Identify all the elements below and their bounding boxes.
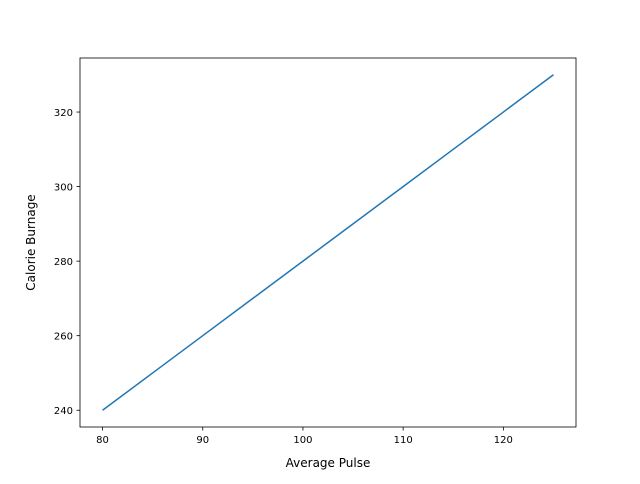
y-tick-label: 280 [54,257,73,268]
series-line-0 [102,74,554,411]
y-axis-label: Calorie Burnage [24,194,38,290]
x-tick-label: 80 [96,435,109,446]
axes-frame [79,57,577,428]
y-tick-label: 300 [54,183,73,194]
y-tick-label: 260 [54,332,73,343]
x-tick-label: 110 [394,435,413,446]
x-axis-label: Average Pulse [286,456,371,470]
x-tick-label: 100 [293,435,312,446]
x-tick-label: 90 [196,435,209,446]
x-tick-label: 120 [494,435,513,446]
y-tick-label: 240 [54,406,73,417]
y-tick-label: 320 [54,108,73,119]
